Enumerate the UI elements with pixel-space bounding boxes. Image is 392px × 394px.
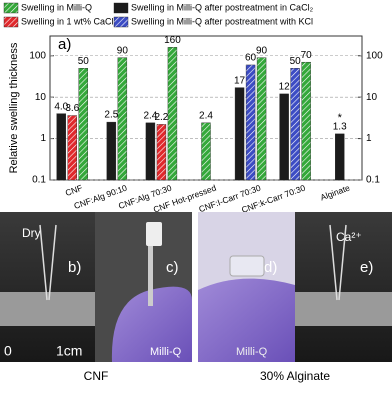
panel-label: b) [68,259,81,276]
bar [279,93,289,181]
legend-swatch [3,2,19,14]
ruler-label: 0 [4,343,12,359]
y-tick-label-right: 1 [366,133,372,144]
bar [67,115,77,181]
photos: b) Dry c) Milli-Q d) Milli-Q e) Ca²⁺ 0 1… [0,212,392,383]
photo-text: Ca²⁺ [336,230,362,244]
value-label: 12 [279,82,291,93]
photo-text: Dry [22,226,41,240]
bar [234,87,245,181]
value-label: 50 [78,56,90,67]
value-label: 2.5 [104,110,118,121]
value-label: 17 [234,75,246,86]
bar [256,57,267,181]
x-tick-label: Alginate [319,183,352,203]
ruler-label: 1cm [56,343,82,359]
panel-label: d) [264,259,277,276]
y-axis-label: Relative swelling thickness [8,42,20,173]
photo-e [295,212,392,362]
photo-b [0,212,95,362]
value-label: 70 [301,50,313,61]
legend-box [2,1,390,30]
ruler [295,292,392,326]
photo-text: Milli-Q [236,346,268,358]
legend-swatch [3,16,19,28]
y-tick-label-right: 100 [366,50,383,61]
tweezers [48,224,57,301]
x-tick-label: CNF [64,183,84,198]
bar [290,68,300,181]
y-tick-label: 1 [40,133,46,144]
bar [156,124,167,181]
legend: Swelling in Milli-Q Swelling in Milli-Q a… [2,1,390,30]
value-label: 3.6 [65,103,79,114]
value-label: 4.0 [54,101,68,112]
tweezers [39,224,48,301]
sample [146,222,162,246]
legend-label: Swelling in 1 wt% CaCl₂ [21,16,118,26]
bar [167,47,178,181]
y-tick-label-right: 10 [366,92,378,103]
value-label: 60 [245,53,257,64]
value-label: 2.2 [154,112,168,123]
glove [198,278,295,362]
value-label: 160 [164,35,181,46]
ruler [0,292,95,326]
panel-label: e) [360,259,373,276]
value-label: 2.4 [143,110,157,121]
legend-label: Swelling in Milli-Q [21,2,92,12]
caption: 30% Alginate [260,369,330,383]
bar [56,113,66,181]
y-tick-label-right: 0.1 [366,175,380,186]
bar [145,122,156,181]
value-label: 50 [290,56,302,67]
legend-swatch [113,2,129,14]
value-label: 1.3 [333,122,347,133]
value-label: 2.4 [199,110,213,121]
sample [229,255,265,277]
caption: CNF [84,369,109,383]
tweezers [148,246,153,306]
value-label: 90 [256,45,268,56]
panel-label: c) [166,259,179,276]
annotation: * [338,112,343,124]
bar [245,64,256,181]
bar [335,133,345,181]
y-tick-label: 10 [35,92,47,103]
y-tick-label: 100 [29,50,46,61]
tweezers [329,224,338,301]
bar [301,61,311,181]
legend-swatch [113,16,129,28]
bar [106,121,117,181]
photo-text: Milli-Q [150,346,182,358]
panel-label: a) [58,36,71,53]
bar [117,57,128,181]
glove [111,286,192,362]
legend-label: Swelling in Milli-Q after postreatment i… [131,2,314,12]
y-tick-label: 0.1 [32,175,46,186]
bar [201,122,211,181]
legend-label: Swelling in Milli-Q after postreatment w… [131,16,313,26]
value-label: 90 [117,45,129,56]
tweezers [338,224,347,301]
bar [78,68,88,181]
